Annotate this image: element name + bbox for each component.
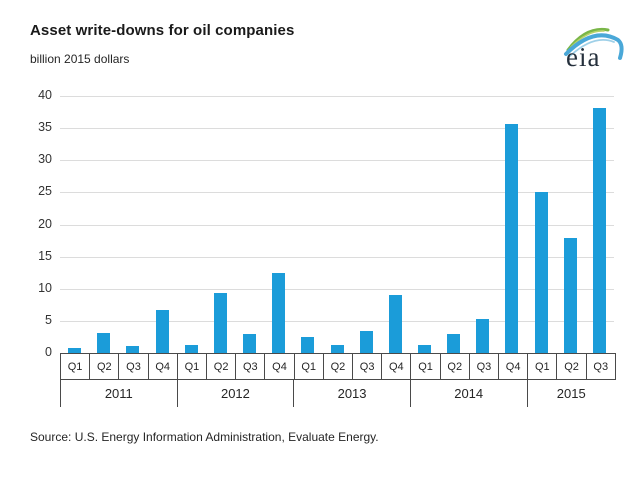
gridline-20 — [60, 224, 614, 226]
y-tick-0: 0 — [45, 345, 52, 359]
chart-subtitle: billion 2015 dollars — [30, 52, 130, 66]
year-axis-band: 2011 2012 2013 2014 2015 — [60, 380, 616, 407]
quarter-label: Q4 — [265, 354, 295, 379]
quarter-label: Q4 — [149, 354, 178, 379]
gridline-10 — [60, 288, 614, 290]
quarter-label: Q3 — [593, 360, 609, 373]
y-tick-25: 25 — [38, 184, 52, 199]
quarter-label: Q1 — [61, 354, 91, 379]
quarter-label: Q3 — [470, 354, 500, 379]
bar-Q3-2014 — [476, 318, 490, 353]
gridline-40 — [60, 96, 614, 97]
chart-title: Asset write-downs for oil companies — [30, 22, 295, 39]
quarter-label: Q2 — [90, 354, 120, 379]
y-tick-40: 40 — [38, 88, 52, 102]
year-label-2013: 2013 — [294, 380, 411, 407]
bar-Q4-2012 — [272, 272, 286, 353]
bar-Q1-2013 — [301, 336, 315, 353]
quarter-label: Q3 — [353, 354, 383, 379]
bar-Q3-2015 — [592, 108, 606, 353]
gridline-5 — [60, 320, 614, 322]
bar-Q1-2011 — [68, 347, 82, 353]
quarter-label: Q4 — [382, 354, 412, 379]
bar-Q4-2013 — [388, 294, 402, 353]
quarter-label: Q3 — [236, 354, 266, 379]
year-label-2014: 2014 — [411, 380, 528, 407]
quarter-label: Q1 — [528, 354, 558, 379]
quarter-axis-band: Q1 Q2 Q3 Q4 Q1 Q2 Q3 Q4 Q1 Q2 Q3 Q4 Q1 Q2 Q3 Q4 Q1 Q2 Q3 — [60, 353, 616, 380]
y-tick-15: 15 — [38, 248, 52, 263]
y-tick-10: 10 — [38, 280, 52, 295]
eia-logo-text: eia — [566, 42, 601, 72]
eia-logo: eia — [556, 18, 634, 76]
year-label-2012: 2012 — [178, 380, 295, 407]
eia-swoosh-icon — [564, 27, 624, 60]
quarter-label: Q1 — [295, 354, 324, 379]
quarter-label: Q1 — [178, 354, 208, 379]
y-tick-30: 30 — [38, 152, 52, 167]
quarter-label: Q2 — [207, 354, 237, 379]
bar-Q2-2013 — [330, 345, 344, 353]
bar-Q1-2014 — [417, 345, 431, 353]
bar-Q1-2015 — [534, 191, 548, 353]
bar-Q1-2012 — [184, 344, 198, 353]
bar-Q3-2011 — [126, 345, 140, 353]
bar-Q2-2014 — [447, 334, 461, 353]
plot-area — [60, 96, 614, 353]
gridline-35 — [60, 128, 614, 130]
bar-Q2-2015 — [563, 237, 577, 353]
quarter-label: Q1 — [411, 354, 441, 379]
gridline-30 — [60, 160, 614, 162]
year-label-2015: 2015 — [556, 386, 586, 401]
bar-Q3-2013 — [359, 331, 373, 353]
gridline-25 — [60, 192, 614, 194]
quarter-label: Q4 — [499, 354, 529, 379]
gridline-15 — [60, 256, 614, 258]
y-tick-35: 35 — [38, 120, 52, 135]
y-tick-5: 5 — [45, 312, 52, 327]
quarter-label: Q2 — [324, 354, 354, 379]
quarter-label: Q3 — [119, 354, 149, 379]
bar-Q4-2011 — [155, 309, 169, 353]
bar-Q2-2012 — [213, 292, 227, 353]
quarter-label: Q2 — [441, 354, 470, 379]
bar-Q3-2012 — [243, 334, 257, 353]
bar-Q4-2014 — [505, 124, 519, 353]
bar-Q2-2011 — [97, 333, 111, 353]
quarter-label: Q2 — [557, 354, 587, 379]
y-tick-20: 20 — [38, 216, 52, 231]
year-label-2011: 2011 — [61, 380, 178, 407]
source-note: Source: U.S. Energy Information Administ… — [30, 430, 379, 444]
